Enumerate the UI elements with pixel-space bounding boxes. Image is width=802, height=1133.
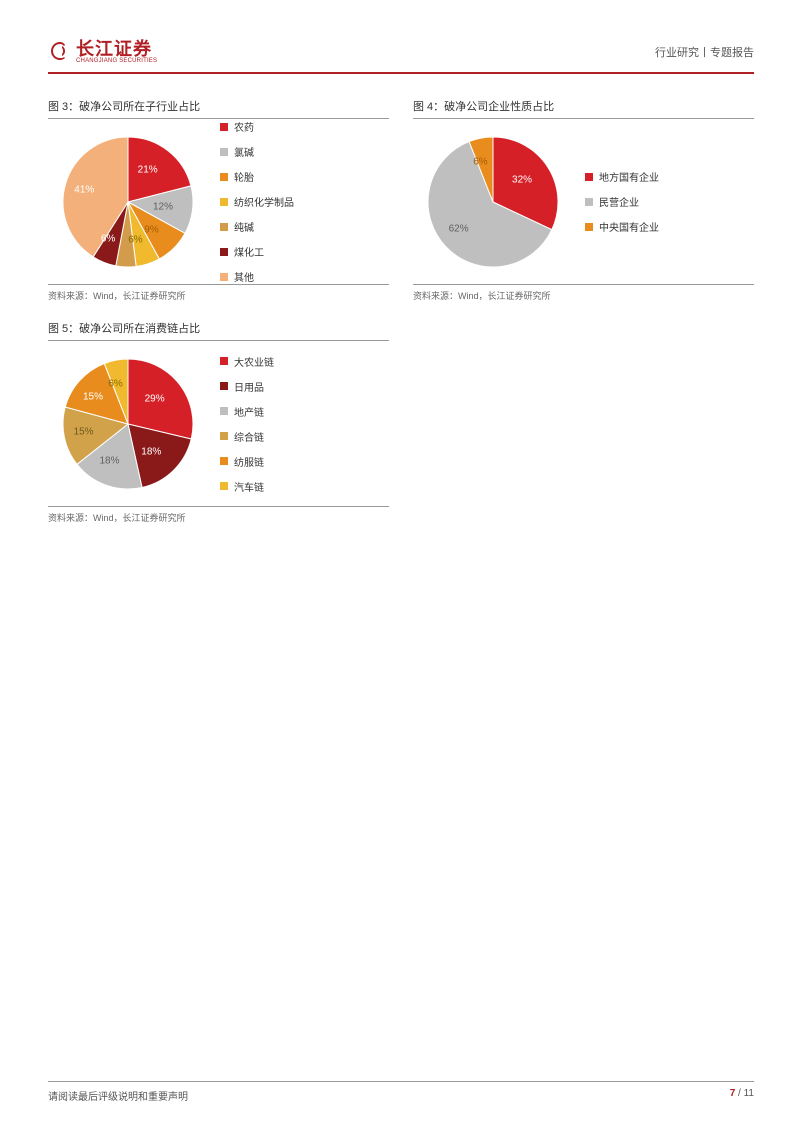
legend-item: 大农业链 [220,354,274,369]
legend-swatch [585,198,593,206]
legend-label: 纺织化学制品 [234,194,294,209]
legend-label: 氯碱 [234,144,254,159]
legend-label: 煤化工 [234,244,264,259]
chart-legend: 地方国有企业民营企业中央国有企业 [585,169,659,234]
page-footer: 请阅读最后评级说明和重要声明 7 / 11 [48,1081,754,1103]
legend-item: 纺服链 [220,454,274,469]
legend-item: 其他 [220,269,294,284]
pie-chart [418,127,568,277]
legend-label: 中央国有企业 [599,219,659,234]
legend-item: 民营企业 [585,194,659,209]
legend-label: 大农业链 [234,354,274,369]
legend-swatch [585,173,593,181]
legend-label: 日用品 [234,379,264,394]
legend-label: 纯碱 [234,219,254,234]
legend-label: 纺服链 [234,454,264,469]
chart-body: 21%12%9%6%6%41%农药氯碱轮胎纺织化学制品纯碱煤化工其他 [48,125,389,285]
chart4-block: 图 4：破净公司企业性质占比 32% 62% 6% 地方国有企业民营企业中央国有企业资料… [413,98,754,302]
chart5-block: 图 5：破净公司所在消费链占比 29% 18% 18% 15% 15% 6% 大农业链日用品地… [48,320,389,524]
logo-text-en: CHANGJIANG SECURITIES [76,58,157,64]
page-header: 长江证券 CHANGJIANG SECURITIES 行业研究丨专题报告 [48,40,754,74]
slice-label: 15% [74,426,94,437]
pie-wrap: 21%12%9%6%6%41% [48,127,208,277]
slice-label: 41% [74,185,94,196]
legend-swatch [220,457,228,465]
charts-grid: 图 3：破净公司所在子行业占比21%12%9%6%6%41%农药氯碱轮胎纺织化学… [48,98,754,524]
legend-item: 地方国有企业 [585,169,659,184]
legend-item: 日用品 [220,379,274,394]
slice-label: 6% [101,233,115,244]
page-total: 11 [744,1088,754,1099]
slice-label: 6% [128,234,142,245]
legend-swatch [585,223,593,231]
pie-chart [53,127,203,277]
legend-label: 地方国有企业 [599,169,659,184]
legend-swatch [220,382,228,390]
chart-source: 资料来源：Wind，长江证券研究所 [413,289,754,302]
slice-label: 12% [153,201,173,212]
legend-swatch [220,273,228,281]
legend-item: 煤化工 [220,244,294,259]
slice-label: 15% [83,391,103,402]
chart-source: 资料来源：Wind，长江证券研究所 [48,511,389,524]
legend-item: 综合链 [220,429,274,444]
slice-label: 9% [144,224,158,235]
legend-swatch [220,148,228,156]
legend-item: 氯碱 [220,144,294,159]
legend-label: 民营企业 [599,194,639,209]
legend-swatch [220,357,228,365]
slice-label: 18% [141,447,161,458]
slice-label: 21% [138,164,158,175]
chart-legend: 大农业链日用品地产链综合链纺服链汽车链 [220,354,274,494]
slice-label: 6% [108,378,122,389]
chart-body: 29% 18% 18% 15% 15% 6% 大农业链日用品地产链综合链纺服链汽车链 [48,347,389,507]
legend-item: 中央国有企业 [585,219,659,234]
legend-swatch [220,198,228,206]
logo-text-cn: 长江证券 [76,40,157,58]
pie-wrap: 29% 18% 18% 15% 15% 6% [48,349,208,499]
legend-label: 其他 [234,269,254,284]
page-number: 7 / 11 [730,1088,754,1103]
footer-disclaimer: 请阅读最后评级说明和重要声明 [48,1088,188,1103]
legend-swatch [220,407,228,415]
legend-item: 汽车链 [220,479,274,494]
pie-wrap: 32% 62% 6% [413,127,573,277]
chart-body: 32% 62% 6% 地方国有企业民营企业中央国有企业 [413,125,754,285]
legend-label: 地产链 [234,404,264,419]
slice-label: 6% [473,156,487,167]
slice-label: 62% [449,224,469,235]
legend-swatch [220,248,228,256]
chart-title: 图 4：破净公司企业性质占比 [413,98,754,119]
changjiang-logo-icon [48,40,72,64]
legend-swatch [220,123,228,131]
legend-item: 农药 [220,119,294,134]
chart-title: 图 5：破净公司所在消费链占比 [48,320,389,341]
legend-label: 综合链 [234,429,264,444]
legend-label: 轮胎 [234,169,254,184]
slice-label: 32% [512,174,532,185]
legend-label: 汽车链 [234,479,264,494]
chart3-block: 图 3：破净公司所在子行业占比21%12%9%6%6%41%农药氯碱轮胎纺织化学… [48,98,389,302]
legend-label: 农药 [234,119,254,134]
page-sep: / [735,1088,743,1099]
header-category: 行业研究丨专题报告 [655,44,754,60]
legend-swatch [220,223,228,231]
chart-title: 图 3：破净公司所在子行业占比 [48,98,389,119]
chart-legend: 农药氯碱轮胎纺织化学制品纯碱煤化工其他 [220,119,294,284]
pie-chart [53,349,203,499]
legend-item: 轮胎 [220,169,294,184]
legend-swatch [220,173,228,181]
legend-item: 纺织化学制品 [220,194,294,209]
legend-swatch [220,432,228,440]
legend-swatch [220,482,228,490]
slice-label: 29% [145,393,165,404]
chart-source: 资料来源：Wind，长江证券研究所 [48,289,389,302]
slice-label: 18% [99,456,119,467]
brand-logo: 长江证券 CHANGJIANG SECURITIES [48,40,157,64]
legend-item: 纯碱 [220,219,294,234]
legend-item: 地产链 [220,404,274,419]
